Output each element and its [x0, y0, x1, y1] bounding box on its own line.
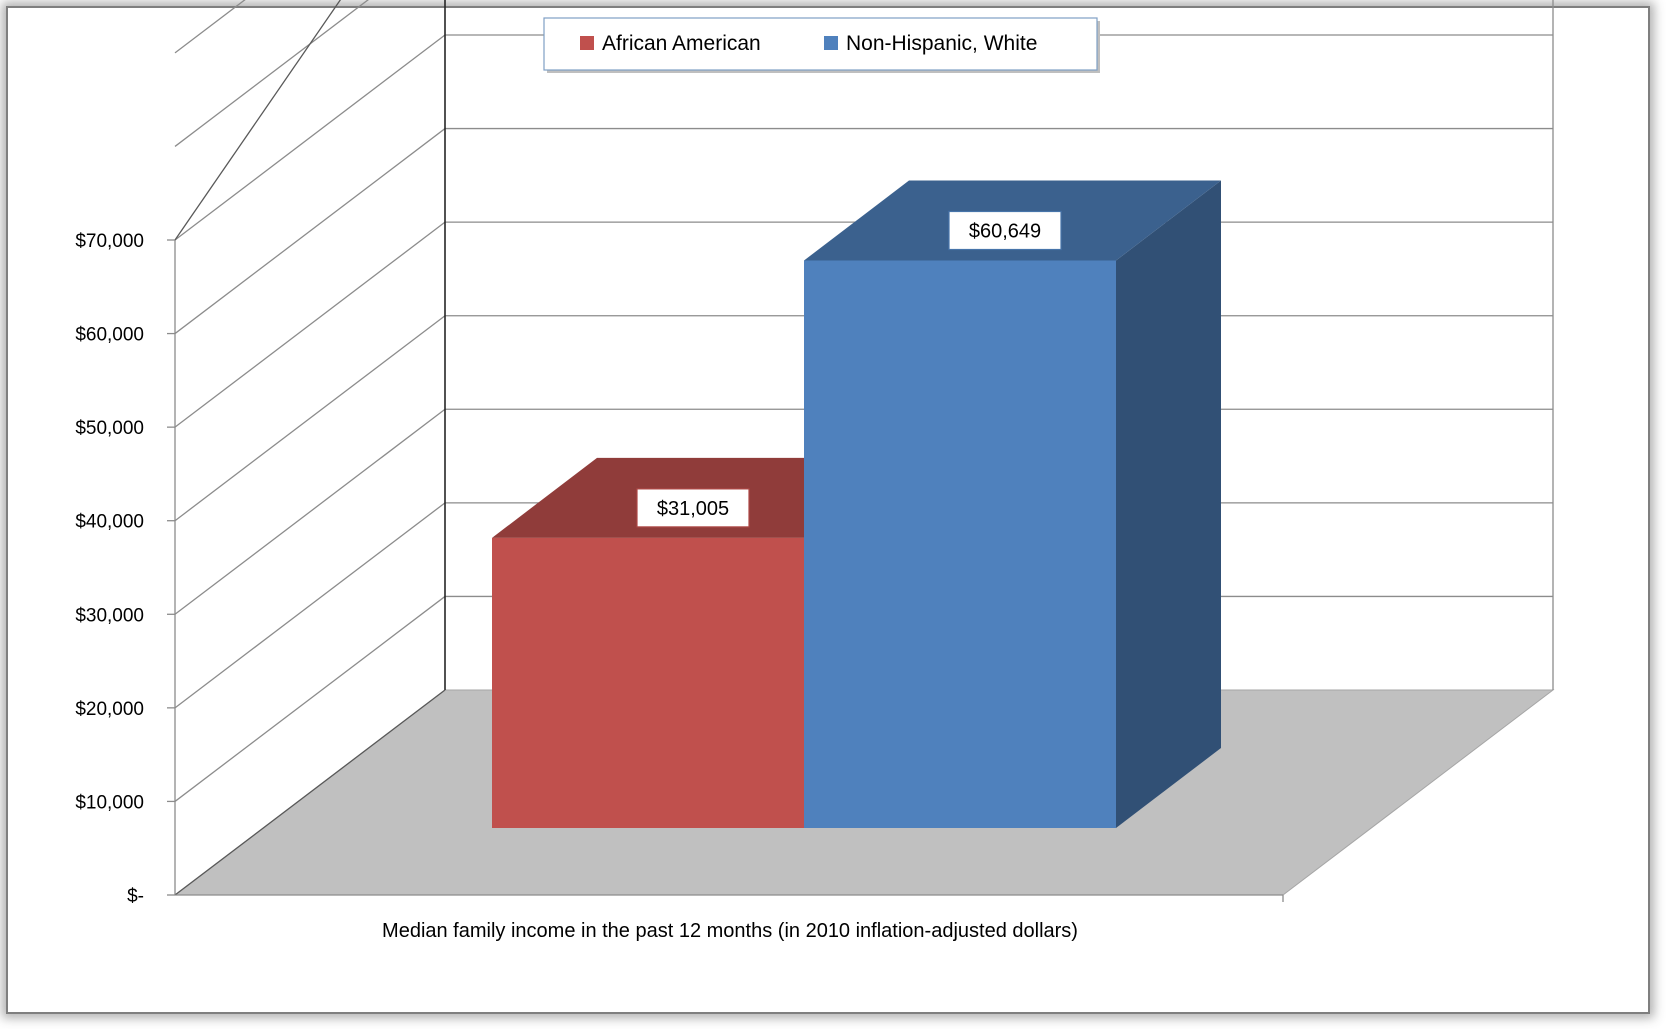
side-gridline — [174, 315, 446, 522]
side-gridline — [174, 595, 446, 802]
side-gridline — [174, 221, 446, 428]
side-gridline — [174, 502, 446, 709]
bar-front-face — [492, 537, 804, 828]
legend-swatch — [824, 36, 838, 50]
y-tick-label: $50,000 — [75, 418, 144, 439]
legend-swatch — [580, 36, 594, 50]
data-label-value: $31,005 — [657, 498, 729, 520]
data-label: $31,005 — [636, 488, 750, 528]
data-label: $60,649 — [948, 210, 1062, 251]
y-tick-label: $- — [127, 886, 144, 907]
legend-item: Non-Hispanic, White — [824, 32, 1037, 55]
bar-non-hispanic-white — [804, 180, 1221, 828]
y-tick-label: $30,000 — [75, 605, 144, 626]
y-tick-label: $60,000 — [75, 325, 144, 346]
y-tick-label: $40,000 — [75, 512, 144, 533]
legend-label: Non-Hispanic, White — [846, 32, 1037, 55]
floor-left-edge — [174, 689, 446, 896]
x-axis-title: Median family income in the past 12 mont… — [382, 920, 1078, 942]
bar-front-face — [804, 260, 1116, 828]
side-gridline — [174, 0, 246, 54]
side-wall-top-edge — [174, 0, 342, 241]
legend-box — [543, 17, 1098, 71]
legend-label: African American — [602, 32, 761, 55]
bar-side-face — [1116, 180, 1221, 828]
side-gridline — [174, 408, 446, 615]
data-label-box — [948, 210, 1062, 251]
data-label-box — [636, 488, 750, 528]
y-tick-label: $10,000 — [75, 792, 144, 813]
data-label-value: $60,649 — [969, 220, 1041, 242]
y-tick-label: $70,000 — [75, 231, 144, 252]
side-gridline — [174, 128, 446, 335]
y-tick-label: $20,000 — [75, 699, 144, 720]
side-gridline — [174, 34, 446, 241]
legend-item: African American — [580, 32, 761, 55]
